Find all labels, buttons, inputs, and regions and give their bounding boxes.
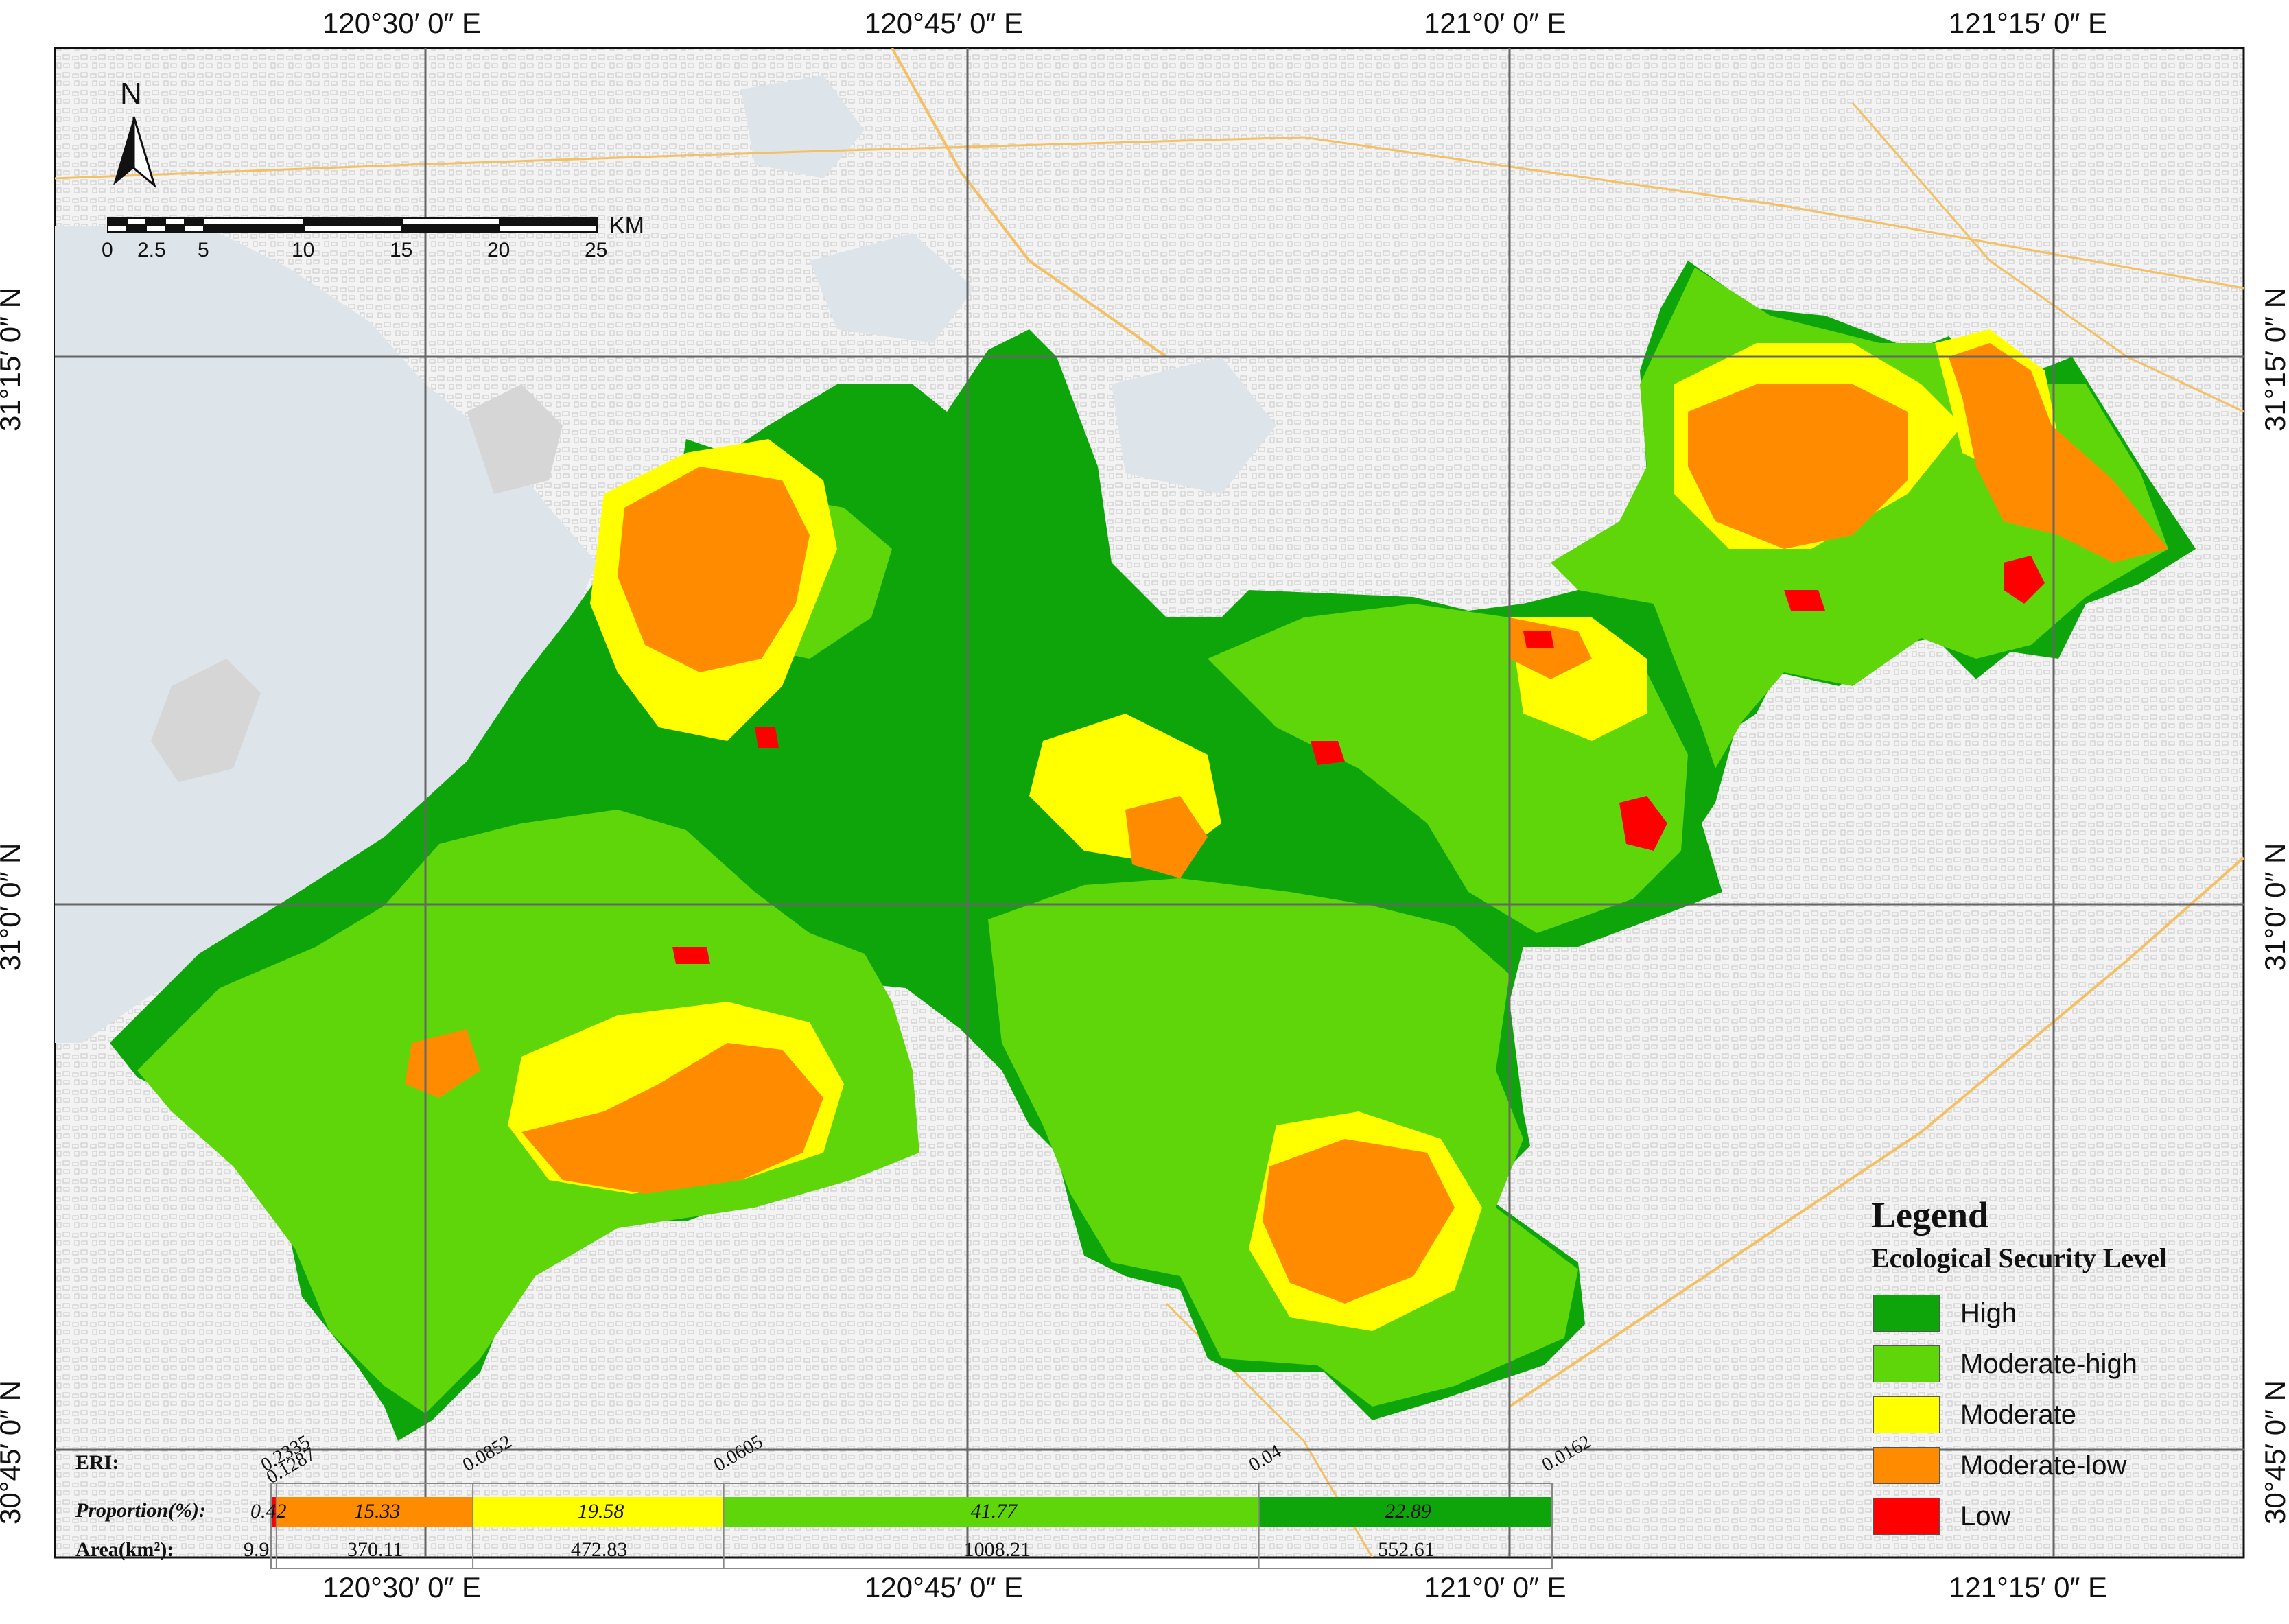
eri-proportion-value: 22.89 (1385, 1500, 1431, 1522)
island (467, 384, 563, 494)
bottom-lon-label-2: 120°45′ 0″ E (865, 1571, 1024, 1603)
road (891, 48, 1168, 358)
top-lon-label-1: 120°30′ 0″ E (322, 7, 482, 39)
legend-item-high: High (1873, 1293, 2017, 1333)
legend-label: Moderate-high (1960, 1348, 2137, 1379)
top-lon-label-3: 121°0′ 0″ E (1424, 7, 1566, 39)
legend-swatch (1873, 1345, 1940, 1382)
legend-item-moderate-high: Moderate-high (1873, 1344, 2137, 1384)
eri-area-value: 552.61 (1378, 1538, 1435, 1561)
region-low (755, 727, 779, 748)
legend-item-moderate-low: Moderate-low (1873, 1446, 2126, 1485)
eri-proportion-value: 41.77 (970, 1500, 1018, 1522)
eri-proportion-value: 0.42 (250, 1500, 287, 1522)
top-lon-label-4: 121°15′ 0″ E (1949, 7, 2108, 39)
legend-swatch (1873, 1396, 1940, 1433)
scale-tick-1: 2.5 (137, 239, 166, 261)
eri-area-value: 1008.21 (963, 1538, 1031, 1561)
road (1508, 856, 2244, 1408)
graticule (55, 48, 2244, 1557)
eri-segment-moderate-low (276, 1497, 473, 1527)
scale-tick-0: 0 (102, 239, 113, 261)
tai-lake (55, 226, 597, 1043)
region-moderate-low (1263, 1139, 1455, 1304)
legend-subtitle: Ecological Security Level (1871, 1243, 2168, 1273)
eri-bar (270, 1483, 1553, 1569)
bottom-lon-label-1: 120°30′ 0″ E (322, 1571, 482, 1603)
region-moderate-low (1949, 343, 2168, 563)
legend-label: High (1960, 1297, 2017, 1328)
road (1851, 102, 2244, 413)
legend-item-moderate: Moderate (1873, 1395, 2076, 1435)
eri-segment-moderate (473, 1497, 724, 1527)
left-lat-label-2: 31°0′ 0″ N (0, 843, 26, 972)
region-moderate-low (1688, 384, 1907, 549)
eri-segment-high (1258, 1497, 1552, 1527)
area-row-label: Area(km²): (75, 1538, 174, 1561)
right-lat-label-2: 31°0′ 0″ N (2259, 843, 2289, 972)
eri-area-value: 9.9 (244, 1538, 270, 1561)
bottom-lon-label-4: 121°15′ 0″ E (1949, 1571, 2108, 1603)
right-lat-label-1: 31°15′ 0″ N (2259, 287, 2289, 432)
right-lat-label-3: 30°45′ 0″ N (2259, 1380, 2289, 1525)
region-low (2004, 556, 2045, 604)
basemap (55, 48, 2244, 1557)
island (151, 659, 261, 782)
region-low (672, 947, 710, 964)
eri-proportion-value: 15.33 (353, 1500, 401, 1522)
region-moderate-low (1125, 796, 1208, 878)
eri-proportion-value: 19.58 (577, 1500, 624, 1522)
road (55, 136, 2244, 290)
lake-north-2 (810, 233, 974, 343)
scale-tick-5: 20 (487, 239, 510, 261)
legend-swatch (1873, 1447, 1940, 1484)
scale-tick-4: 15 (390, 239, 413, 261)
scale-tick-6: 25 (585, 239, 608, 261)
region-moderate-low (405, 1029, 480, 1098)
lake-east (1112, 357, 1276, 494)
eri-area-value: 472.83 (570, 1538, 628, 1561)
eri-segment-low (271, 1497, 277, 1527)
region-low (1784, 590, 1825, 611)
left-lat-label-3: 30°45′ 0″ N (0, 1380, 26, 1525)
legend-swatch (1873, 1498, 1940, 1535)
legend-title: Legend (1871, 1195, 1989, 1236)
study-area (110, 261, 2196, 1441)
eri-segment-moderate-high (723, 1497, 1259, 1527)
region-moderate-low (521, 1043, 823, 1194)
top-lon-label-2: 120°45′ 0″ E (865, 7, 1024, 39)
proportion-row-label: Proportion(%): (75, 1499, 206, 1522)
legend-swatch (1873, 1295, 1940, 1332)
legend-label: Moderate (1960, 1399, 2076, 1430)
legend-label: Moderate-low (1960, 1450, 2127, 1481)
region-low (1523, 631, 1554, 648)
north-label: N (120, 77, 142, 110)
scale-tick-2: 5 (198, 239, 209, 261)
region-moderate-low (618, 467, 810, 672)
eri-row-label: ERI: (75, 1451, 119, 1474)
region-low (1311, 741, 1345, 765)
left-lat-label-1: 31°15′ 0″ N (0, 287, 26, 432)
scale-bar (107, 217, 598, 233)
scale-unit: KM (609, 213, 644, 239)
region-low (1619, 796, 1667, 851)
legend-item-low: Low (1873, 1496, 2010, 1536)
bottom-lon-label-3: 121°0′ 0″ E (1424, 1571, 1566, 1603)
eri-area-value: 370.11 (347, 1538, 403, 1561)
legend-label: Low (1960, 1501, 2011, 1531)
north-arrow-icon (113, 116, 156, 189)
scale-tick-3: 10 (292, 239, 315, 261)
